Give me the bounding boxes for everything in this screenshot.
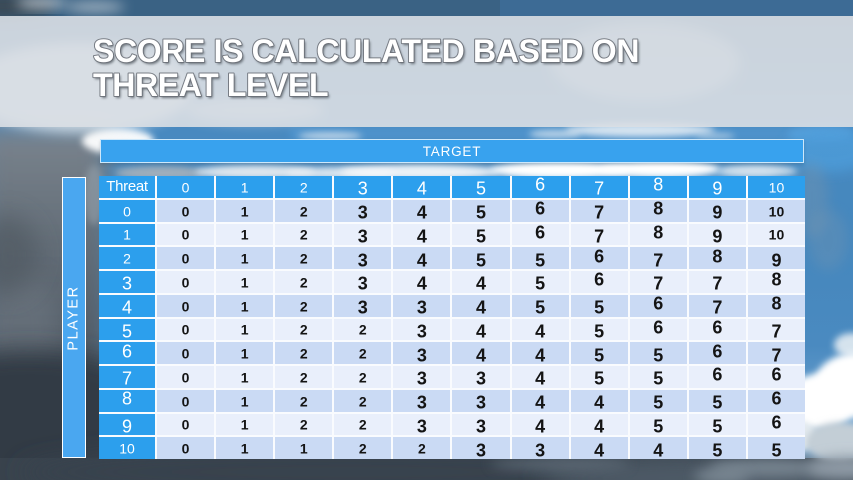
svg-text:SCORE IS CALCULATED BASED ON: SCORE IS CALCULATED BASED ON bbox=[93, 33, 639, 69]
svg-text:THREAT LEVEL: THREAT LEVEL bbox=[95, 69, 330, 105]
svg-text:SCORE IS CALCULATED BASED ON: SCORE IS CALCULATED BASED ON bbox=[95, 35, 641, 71]
svg-text:THREAT LEVEL: THREAT LEVEL bbox=[93, 67, 328, 103]
